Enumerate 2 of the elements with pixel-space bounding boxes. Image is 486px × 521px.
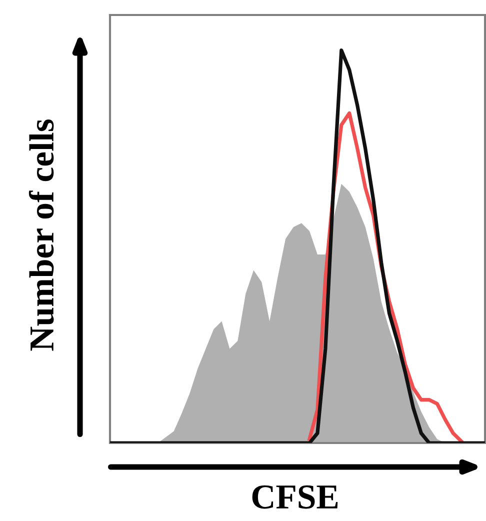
x-axis-title: CFSE — [252, 485, 338, 509]
y-axis-title: Number of cells — [28, 119, 54, 351]
